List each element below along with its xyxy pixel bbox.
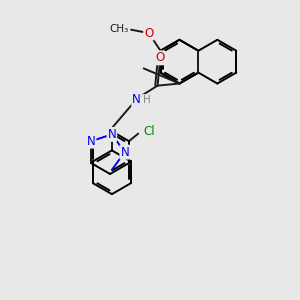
Text: O: O xyxy=(155,51,164,64)
Text: N: N xyxy=(132,93,141,106)
Text: CH₃: CH₃ xyxy=(110,24,129,34)
Text: H: H xyxy=(143,95,151,105)
Text: O: O xyxy=(144,27,153,40)
Text: Cl: Cl xyxy=(143,124,155,138)
Text: N: N xyxy=(120,146,129,159)
Text: N: N xyxy=(107,128,116,141)
Text: N: N xyxy=(87,135,95,148)
